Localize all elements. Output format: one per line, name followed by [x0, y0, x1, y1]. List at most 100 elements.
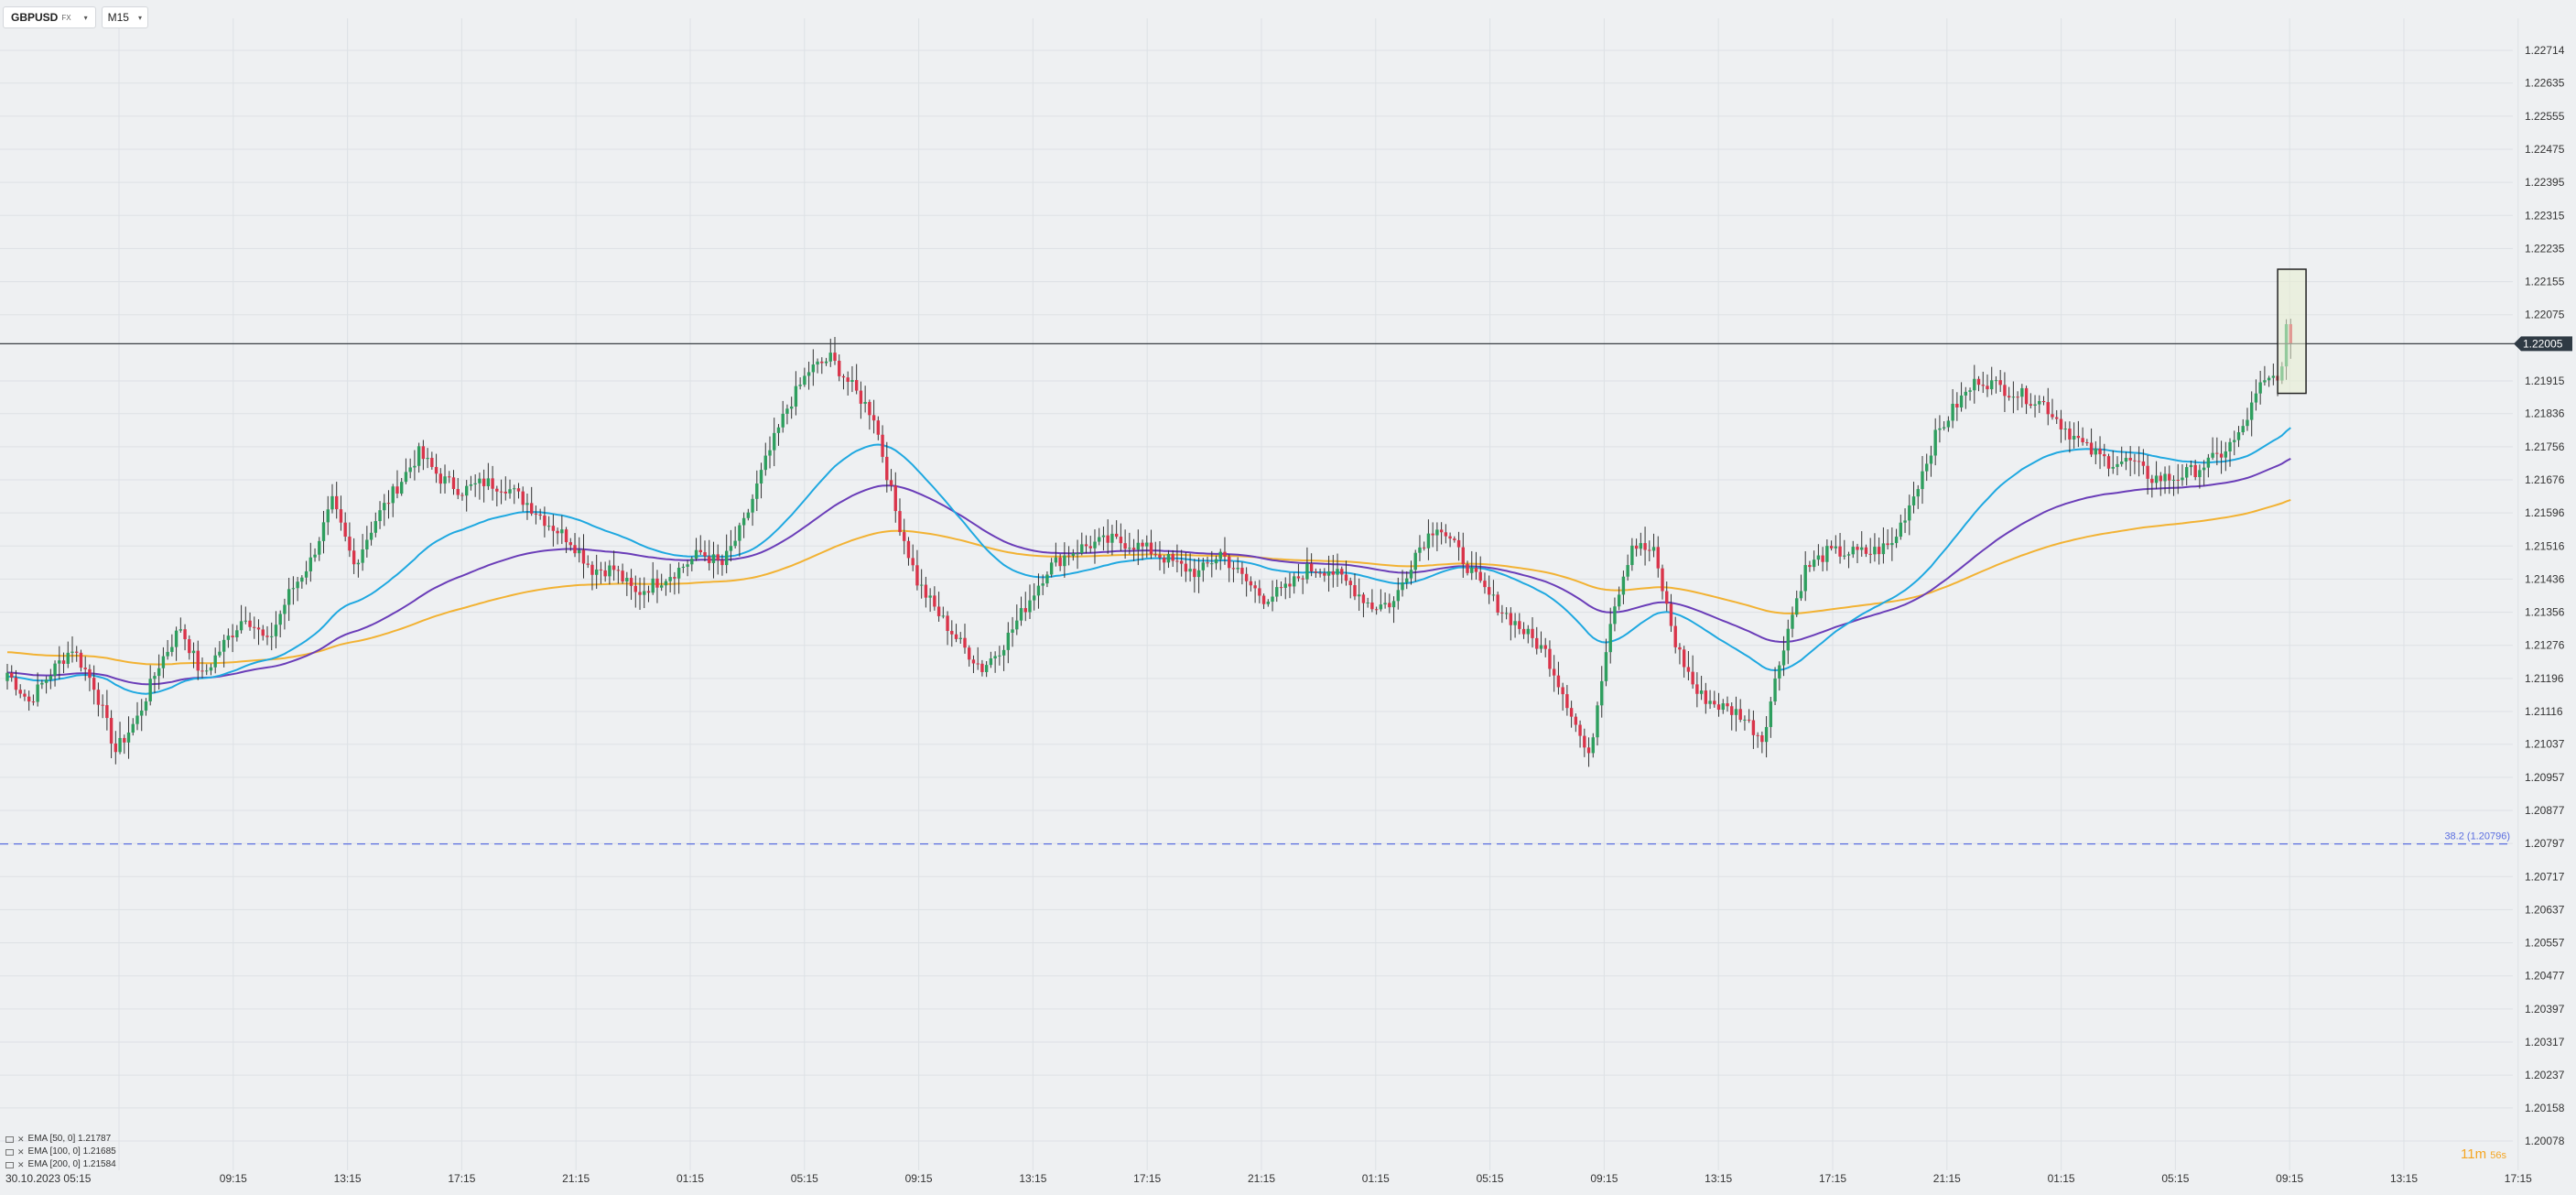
legend-ema50[interactable]: ✕ EMA [50, 0] 1.21787: [5, 1133, 116, 1146]
current-price-badge: [2514, 336, 2572, 352]
candle: [296, 577, 299, 602]
candle: [1911, 482, 1916, 514]
candle-body: [1391, 601, 1396, 608]
candle: [928, 588, 932, 613]
candle: [538, 508, 542, 520]
candle-body: [1340, 569, 1344, 575]
candle-body: [1023, 608, 1027, 613]
candle: [1123, 529, 1127, 559]
candle-body: [998, 655, 1001, 657]
candle-body: [2046, 402, 2050, 415]
candle-body: [326, 509, 330, 523]
close-icon[interactable]: ✕: [17, 1160, 25, 1169]
candle: [2233, 430, 2236, 456]
candle: [153, 671, 157, 693]
candle: [1296, 563, 1301, 582]
candle: [1361, 592, 1366, 618]
settings-icon[interactable]: [5, 1161, 14, 1168]
candle: [1946, 416, 1951, 432]
candle-body: [1509, 613, 1513, 625]
candle: [123, 734, 126, 755]
candle: [1128, 532, 1131, 555]
candle-body: [850, 380, 854, 382]
close-icon[interactable]: ✕: [17, 1135, 25, 1144]
candle: [2150, 474, 2154, 498]
settings-icon[interactable]: [5, 1148, 14, 1156]
x-tick-label: 17:15: [1819, 1172, 1846, 1185]
close-icon[interactable]: ✕: [17, 1147, 25, 1157]
candle-body: [1535, 637, 1539, 649]
candle: [1426, 519, 1431, 560]
candle-body: [2193, 464, 2197, 478]
candle-body: [1843, 555, 1846, 557]
candle: [1634, 538, 1639, 557]
candle: [1708, 690, 1712, 710]
candle-body: [1617, 594, 1621, 607]
candle-body: [244, 620, 248, 622]
candle: [1613, 597, 1617, 632]
candle: [806, 361, 811, 390]
candle: [1856, 543, 1859, 564]
y-tick-label: 1.22395: [2525, 176, 2565, 189]
timeframe-selector[interactable]: M15 ▾: [101, 6, 148, 28]
x-tick-label: 09:15: [220, 1172, 247, 1185]
y-tick-label: 1.20877: [2525, 804, 2565, 817]
candle-body: [1860, 547, 1864, 550]
candle: [1422, 541, 1426, 551]
candle: [1201, 558, 1206, 582]
candle: [218, 641, 222, 658]
candle-body: [1405, 578, 1409, 583]
candle-body: [2133, 460, 2137, 462]
candle-body: [859, 390, 863, 404]
candle: [265, 625, 269, 646]
candle-body: [1531, 628, 1534, 638]
candle-body: [1938, 428, 1942, 430]
candle: [906, 537, 911, 566]
candle: [651, 561, 655, 595]
y-tick-label: 1.21516: [2525, 539, 2565, 552]
candle-body: [1409, 570, 1413, 579]
candle: [1231, 561, 1236, 582]
candle-body: [464, 485, 469, 496]
candle-body: [1686, 667, 1691, 672]
candle-body: [1344, 574, 1348, 581]
candle-body: [58, 660, 61, 664]
candle-body: [1166, 553, 1171, 563]
candle-body: [170, 646, 174, 652]
candle-body: [798, 385, 802, 386]
candle: [924, 576, 928, 608]
candle-body: [690, 559, 694, 565]
candle: [66, 641, 70, 668]
candle: [2137, 446, 2141, 477]
candle: [1413, 549, 1417, 582]
candle: [1756, 732, 1759, 748]
candle-body: [738, 525, 741, 541]
candle-body: [2267, 377, 2271, 381]
candle-body: [79, 652, 83, 668]
legend-ema100[interactable]: ✕ EMA [100, 0] 1.21685: [5, 1146, 116, 1158]
candle-body: [828, 353, 832, 362]
candle: [1456, 531, 1461, 561]
legend-ema200[interactable]: ✕ EMA [200, 0] 1.21584: [5, 1158, 116, 1171]
candle: [348, 522, 352, 558]
candle-body: [1036, 585, 1041, 596]
symbol-market-label: FX: [61, 13, 71, 22]
y-tick-label: 1.21676: [2525, 473, 2565, 486]
candle: [304, 560, 308, 585]
candle: [1374, 606, 1379, 615]
candle-body: [2211, 452, 2214, 458]
candle: [703, 540, 707, 562]
settings-icon[interactable]: [5, 1135, 14, 1143]
candle-body: [664, 581, 668, 586]
candle-body: [625, 578, 629, 581]
candle: [958, 632, 962, 645]
candle: [1846, 551, 1851, 569]
candle: [1921, 456, 1924, 505]
candle-body: [348, 537, 352, 551]
symbol-selector[interactable]: GBPUSD FX ▾: [3, 6, 96, 28]
candle: [633, 575, 637, 608]
candle-body: [1353, 585, 1357, 597]
chevron-down-icon: ▾: [137, 13, 142, 22]
